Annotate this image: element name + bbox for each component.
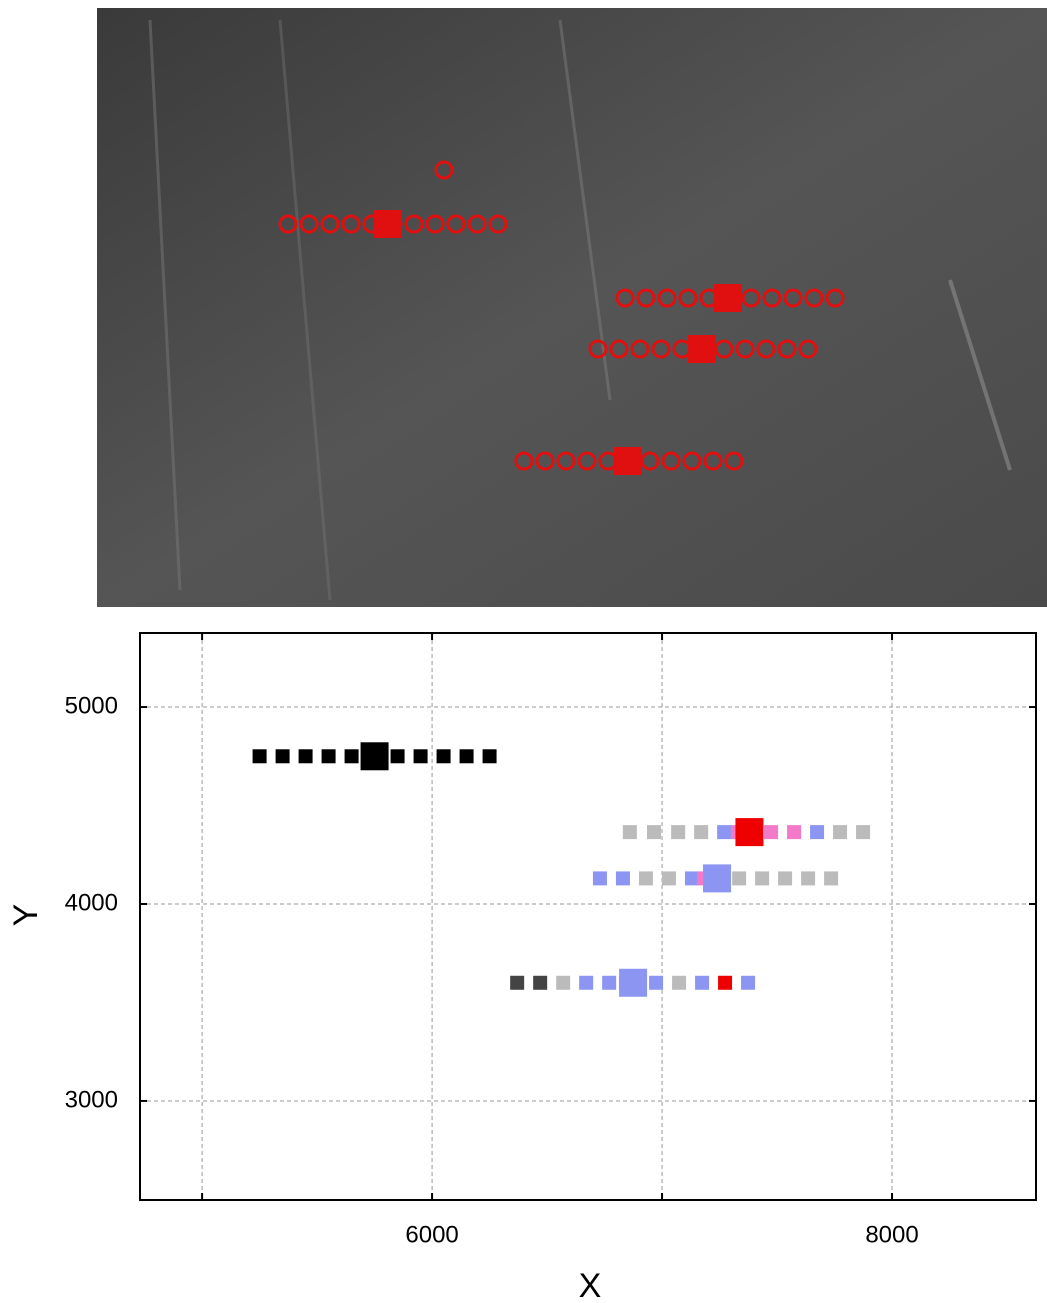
point [459, 749, 474, 764]
point [482, 749, 497, 764]
point [252, 749, 267, 764]
marker-circle [341, 214, 361, 234]
y-tick-label: 3000 [65, 1086, 118, 1113]
marker-blob [614, 447, 642, 475]
marker-blob [374, 210, 402, 238]
point [622, 825, 637, 840]
point [810, 825, 825, 840]
marker-circle [703, 451, 723, 471]
marker-circle [777, 339, 797, 359]
marker-circle [556, 451, 576, 471]
point [360, 742, 389, 771]
point [661, 871, 676, 886]
marker-circle [446, 214, 466, 234]
y-tick-label: 4000 [65, 889, 118, 916]
marker-circle [756, 339, 776, 359]
point [436, 749, 451, 764]
marker-circle [798, 339, 818, 359]
point [510, 975, 525, 990]
point [638, 871, 653, 886]
plot [139, 632, 1037, 1201]
point [579, 975, 594, 990]
point [695, 975, 710, 990]
scratch [278, 19, 332, 601]
marker-blob [714, 284, 742, 312]
y-axis-title: Y [7, 904, 45, 927]
point [824, 871, 839, 886]
marker-circle [651, 339, 671, 359]
marker-circle [488, 214, 508, 234]
marker-circle [657, 288, 677, 308]
marker-circle [636, 288, 656, 308]
point [619, 968, 648, 997]
marker-circle [678, 288, 698, 308]
microscope-image [97, 8, 1047, 607]
point [764, 825, 779, 840]
x-tick-label: 8000 [865, 1221, 918, 1248]
marker-circle [630, 339, 650, 359]
marker-circle [278, 214, 298, 234]
plot-frame [139, 632, 1037, 1201]
marker-circle [825, 288, 845, 308]
point [275, 749, 290, 764]
scratch [148, 19, 182, 591]
point [717, 825, 732, 840]
point [298, 749, 313, 764]
x-axis-title: X [579, 1267, 602, 1303]
marker-circle [762, 288, 782, 308]
point [801, 871, 816, 886]
point [647, 825, 662, 840]
marker-circle [615, 288, 635, 308]
marker-circle [724, 451, 744, 471]
point [833, 825, 848, 840]
marker-circle [467, 214, 487, 234]
point [592, 871, 607, 886]
point [684, 871, 699, 886]
marker-circle [320, 214, 340, 234]
marker-circle [514, 451, 534, 471]
point [856, 825, 871, 840]
marker-circle [299, 214, 319, 234]
marker-circle [535, 451, 555, 471]
point [649, 975, 664, 990]
point [615, 871, 630, 886]
marker-blob [688, 335, 716, 363]
point [778, 871, 793, 886]
image-background [97, 8, 1047, 607]
marker-circle [425, 214, 445, 234]
y-tick-label: 5000 [65, 692, 118, 719]
marker-circle [434, 160, 454, 180]
point [556, 975, 571, 990]
scratch [948, 279, 1012, 471]
marker-circle [682, 451, 702, 471]
marker-circle [661, 451, 681, 471]
point [602, 975, 617, 990]
marker-circle [588, 339, 608, 359]
point [732, 871, 747, 886]
point [694, 825, 709, 840]
point [413, 749, 428, 764]
point [344, 749, 359, 764]
scratch [558, 19, 612, 401]
point [703, 864, 732, 893]
point [671, 825, 686, 840]
point [735, 818, 764, 847]
marker-circle [404, 214, 424, 234]
marker-circle [577, 451, 597, 471]
marker-circle [735, 339, 755, 359]
point [321, 749, 336, 764]
marker-circle [609, 339, 629, 359]
marker-circle [783, 288, 803, 308]
point [390, 749, 405, 764]
marker-circle [804, 288, 824, 308]
point [718, 975, 733, 990]
point [741, 975, 756, 990]
point [755, 871, 770, 886]
point [672, 975, 687, 990]
marker-circle [741, 288, 761, 308]
point [787, 825, 802, 840]
x-tick-label: 6000 [405, 1221, 458, 1248]
point [533, 975, 548, 990]
